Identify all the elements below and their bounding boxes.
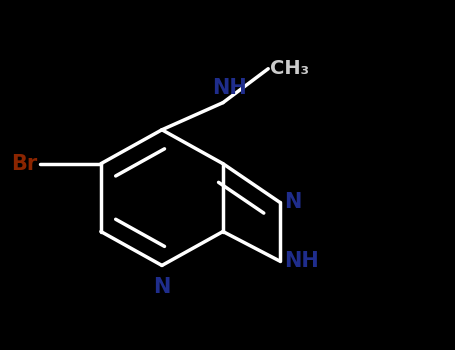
Text: Br: Br	[11, 154, 38, 174]
Text: NH: NH	[284, 251, 319, 271]
Text: N: N	[153, 277, 171, 297]
Text: CH₃: CH₃	[270, 59, 309, 78]
Text: NH: NH	[212, 78, 247, 98]
Text: N: N	[284, 192, 301, 212]
